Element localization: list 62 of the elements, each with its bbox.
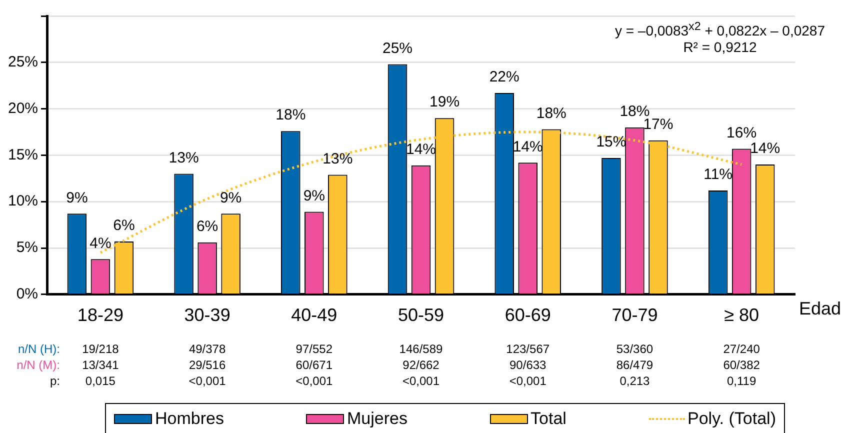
annotation: y = –0,0083$^{x2}$ + 0,0822x – 0,0287 (614, 20, 825, 39)
x-tick-label: 60-69 (504, 305, 551, 326)
text: 13/341 (82, 358, 119, 372)
data-label: 9% (220, 189, 242, 206)
y-tick-label: 15% (8, 146, 38, 164)
data-label: 9% (303, 187, 325, 204)
x-tick-label: 70-79 (612, 305, 658, 326)
text: n/N (H): (17, 342, 60, 356)
text: 60/382 (723, 358, 760, 372)
y-tick-label: 25% (8, 54, 38, 71)
data-label: 19% (430, 94, 460, 111)
legend-label: Hombres (155, 408, 224, 428)
data-label: 13% (168, 149, 199, 166)
x-tick-label: 50-59 (398, 305, 444, 326)
x-tick-label: ≥ 80 (724, 305, 760, 326)
text: 60/671 (296, 358, 333, 372)
text: 53/360 (616, 342, 654, 356)
data-label: 6% (113, 217, 135, 234)
text: <0,001 (296, 374, 333, 388)
data-label: 25% (382, 40, 413, 57)
data-label: 11% (704, 166, 733, 184)
text: 27/240 (723, 342, 760, 356)
text: 146/589 (399, 342, 443, 356)
text: 49/378 (188, 342, 226, 356)
text: <0,001 (188, 374, 226, 388)
text: 97/552 (296, 342, 333, 356)
data-label: 18% (536, 104, 566, 122)
text: <0,001 (509, 374, 546, 388)
data-label: 9% (66, 189, 88, 206)
data-label: 13% (322, 150, 353, 168)
legend-label: Mujeres (347, 408, 408, 428)
x-tick-label: 30-39 (184, 305, 230, 326)
text: n/N (M): (16, 358, 60, 372)
x-tick-label: 40-49 (291, 305, 338, 326)
text: 86/479 (616, 358, 654, 372)
text: 123/567 (506, 342, 550, 356)
text: p: (48, 374, 60, 388)
text: 90/633 (510, 358, 546, 372)
x-tick-label: 18-29 (77, 305, 124, 326)
text: 92/662 (402, 358, 440, 372)
y-tick-label: 5% (16, 239, 38, 256)
text: 0,213 (620, 374, 650, 388)
text: <0,001 (402, 374, 440, 388)
data-label: 14% (750, 140, 780, 158)
data-label: 14% (512, 138, 543, 156)
x-axis-title: Edad (799, 298, 842, 318)
data-label: 6% (196, 218, 218, 236)
text: 29/516 (188, 358, 226, 372)
data-label: 16% (726, 124, 757, 142)
y-tick-label: 0% (16, 286, 38, 303)
data-label: 22% (489, 68, 520, 86)
data-label: 14% (406, 141, 436, 158)
y-tick-label: 20% (8, 100, 38, 117)
annotation: R² = 0,9212 (683, 38, 757, 55)
text: 19/218 (82, 342, 119, 356)
legend-label: Total (530, 408, 566, 428)
data-label: 18% (276, 106, 306, 124)
text: 0,119 (726, 374, 756, 388)
legend-label: Poly. (Total) (688, 408, 776, 428)
data-label: 4% (90, 234, 112, 252)
y-tick-label: 10% (8, 192, 38, 210)
text: 0,015 (85, 374, 116, 388)
